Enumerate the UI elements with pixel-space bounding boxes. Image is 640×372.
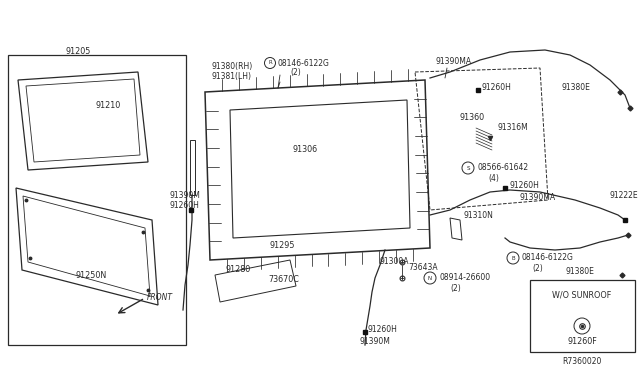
Text: W/O SUNROOF: W/O SUNROOF xyxy=(552,291,612,299)
Text: 91381(LH): 91381(LH) xyxy=(212,71,252,80)
Text: 91310N: 91310N xyxy=(463,211,493,219)
Text: 91360: 91360 xyxy=(460,113,485,122)
Text: 73670C: 73670C xyxy=(268,276,299,285)
Text: S: S xyxy=(467,166,470,170)
Text: 91316M: 91316M xyxy=(497,124,528,132)
Text: 91380E: 91380E xyxy=(562,83,591,93)
Text: 91280: 91280 xyxy=(225,266,250,275)
Text: B: B xyxy=(511,256,515,260)
Bar xyxy=(530,280,635,352)
Text: 91390MA: 91390MA xyxy=(435,58,471,67)
Text: 91210: 91210 xyxy=(95,100,120,109)
Text: R: R xyxy=(268,61,272,65)
Text: 08566-61642: 08566-61642 xyxy=(478,164,529,173)
Text: R7360020: R7360020 xyxy=(563,357,602,366)
Text: 08146-6122G: 08146-6122G xyxy=(278,58,330,67)
Text: 91306: 91306 xyxy=(292,145,317,154)
Text: FRONT: FRONT xyxy=(147,294,173,302)
Text: 91260H: 91260H xyxy=(482,83,512,93)
Text: 91390M: 91390M xyxy=(360,337,391,346)
Text: 91260H: 91260H xyxy=(368,326,398,334)
Text: 91205: 91205 xyxy=(65,48,90,57)
Text: 08146-6122G: 08146-6122G xyxy=(522,253,574,263)
Text: 91250N: 91250N xyxy=(75,270,106,279)
Text: N: N xyxy=(428,276,432,280)
Text: (2): (2) xyxy=(290,67,301,77)
Text: 91260F: 91260F xyxy=(567,337,597,346)
Bar xyxy=(8,55,186,345)
Text: 91380(RH): 91380(RH) xyxy=(212,62,253,71)
Text: 91390MA: 91390MA xyxy=(520,193,556,202)
Text: 91380E: 91380E xyxy=(565,267,594,276)
Text: 91260H: 91260H xyxy=(170,202,200,211)
Text: 91260H: 91260H xyxy=(510,180,540,189)
Text: 91390M: 91390M xyxy=(170,192,201,201)
Text: (2): (2) xyxy=(450,283,461,292)
Text: 91300A: 91300A xyxy=(380,257,410,266)
Text: (2): (2) xyxy=(532,263,543,273)
Text: 91222E: 91222E xyxy=(610,190,639,199)
Text: 73643A: 73643A xyxy=(408,263,438,273)
Text: 08914-26600: 08914-26600 xyxy=(440,273,491,282)
Text: 91295: 91295 xyxy=(270,241,296,250)
Text: (4): (4) xyxy=(488,173,499,183)
